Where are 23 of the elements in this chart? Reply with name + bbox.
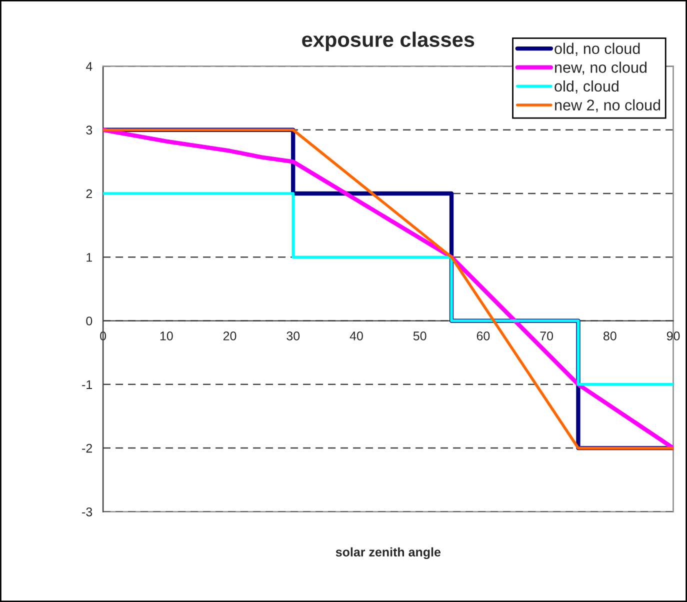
x-tick-label: 50 <box>413 332 426 340</box>
y-tick-label: -2 <box>82 444 92 453</box>
x-tick-label: 30 <box>286 332 300 340</box>
y-tick-label: -3 <box>82 508 92 516</box>
x-tick-label: 40 <box>350 332 363 340</box>
y-tick-label: 1 <box>86 253 92 262</box>
legend-label: old, cloud <box>554 80 618 94</box>
y-tick-label: 0 <box>86 316 92 326</box>
y-tick-label: 4 <box>86 62 92 71</box>
x-tick-label: 90 <box>666 332 680 340</box>
x-tick-label: 80 <box>603 332 616 340</box>
legend-label: old, no cloud <box>554 42 640 56</box>
y-tick-label: 2 <box>86 189 92 198</box>
y-tick-label: -1 <box>82 380 92 389</box>
x-tick-label: 60 <box>476 332 490 340</box>
x-axis-title: solar zenith angle <box>336 547 441 560</box>
chart-title: exposure classes <box>302 32 474 52</box>
x-tick-label: 70 <box>540 332 554 340</box>
legend-label: new, no cloud <box>555 62 646 75</box>
y-tick-label: 3 <box>86 126 92 135</box>
x-tick-label: 20 <box>223 332 236 340</box>
legend-label: new 2, no cloud <box>555 99 660 112</box>
x-tick-label: 10 <box>160 332 173 340</box>
